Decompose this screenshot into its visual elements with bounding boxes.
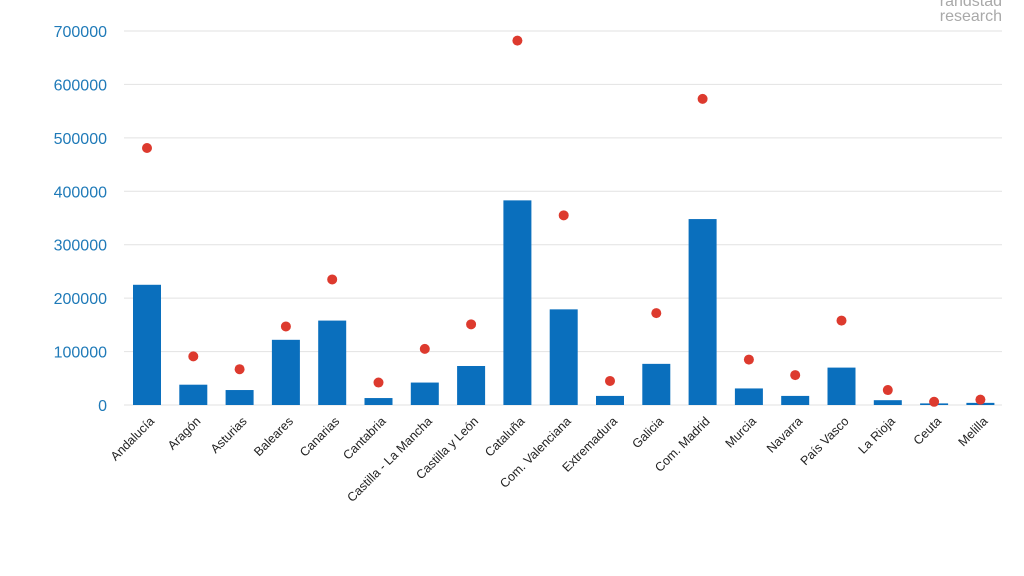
bar xyxy=(410,382,439,405)
scatter-series xyxy=(142,35,986,407)
scatter-point xyxy=(882,385,893,396)
y-tick-label: 100000 xyxy=(54,345,107,362)
scatter-point xyxy=(975,394,986,405)
scatter-point xyxy=(743,354,754,365)
bar xyxy=(318,320,347,405)
bar xyxy=(503,200,532,405)
y-tick-label: 700000 xyxy=(54,24,107,41)
bar xyxy=(873,400,902,405)
x-tick-label: Asturias xyxy=(208,414,250,456)
scatter-point xyxy=(466,319,477,330)
x-tick-label: Baleares xyxy=(251,414,296,459)
x-tick-label: Cataluña xyxy=(482,414,527,459)
y-tick-label: 0 xyxy=(98,398,107,415)
x-tick-label: Melilla xyxy=(956,414,991,449)
bar xyxy=(827,367,856,405)
grid-layer xyxy=(124,30,1002,406)
scatter-point xyxy=(929,396,940,407)
bar xyxy=(642,363,671,405)
scatter-point xyxy=(234,364,245,375)
y-tick-label: 400000 xyxy=(54,184,107,201)
x-tick-label: Canarias xyxy=(297,414,342,459)
scatter-point xyxy=(327,274,338,285)
x-tick-label: Murcia xyxy=(723,414,759,450)
scatter-point xyxy=(280,321,291,332)
watermark-line2: research xyxy=(939,8,1002,25)
x-tick-label: Aragón xyxy=(165,414,203,452)
x-axis: Andalucía Aragón Asturias Baleares CanariasC… xyxy=(108,414,991,505)
bar xyxy=(271,339,300,405)
bar xyxy=(596,395,624,405)
y-tick-label: 300000 xyxy=(54,238,107,255)
bar xyxy=(781,395,810,405)
y-tick-label: 600000 xyxy=(54,77,107,94)
x-tick-label: Navarra xyxy=(764,414,805,455)
x-tick-label: Galicia xyxy=(629,414,666,451)
scatter-point xyxy=(605,375,615,386)
y-tick-label: 200000 xyxy=(54,291,107,308)
scatter-point xyxy=(373,377,384,388)
x-tick-label: Andalucía xyxy=(108,414,157,463)
scatter-point xyxy=(558,210,569,221)
scatter-point xyxy=(142,143,152,154)
x-tick-label: Cantabria xyxy=(340,414,388,462)
scatter-point xyxy=(419,343,430,354)
watermark-line1: randstad xyxy=(939,0,1002,10)
bar xyxy=(133,284,161,405)
x-tick-label: La Rioja xyxy=(856,414,898,456)
scatter-point xyxy=(512,35,523,46)
y-axis: 0 100000 200000 300000 400000 500000 600000 700… xyxy=(54,24,107,415)
scatter-point xyxy=(188,351,199,362)
bar xyxy=(549,309,578,405)
bar xyxy=(225,390,254,405)
scatter-point xyxy=(697,93,708,104)
bar-series xyxy=(133,200,995,405)
bar xyxy=(457,365,486,405)
scatter-point xyxy=(790,370,801,381)
watermark: randstad research xyxy=(939,0,1002,25)
bar xyxy=(688,219,717,405)
x-tick-label: País Vasco xyxy=(798,414,852,468)
x-tick-label: Castilla - La Mancha xyxy=(344,414,435,505)
scatter-point xyxy=(651,308,662,319)
scatter-point xyxy=(836,315,847,326)
x-tick-label: Ceuta xyxy=(911,414,945,448)
bar xyxy=(364,398,393,405)
y-tick-label: 500000 xyxy=(54,131,107,148)
bar xyxy=(179,384,208,405)
bar xyxy=(734,388,763,405)
